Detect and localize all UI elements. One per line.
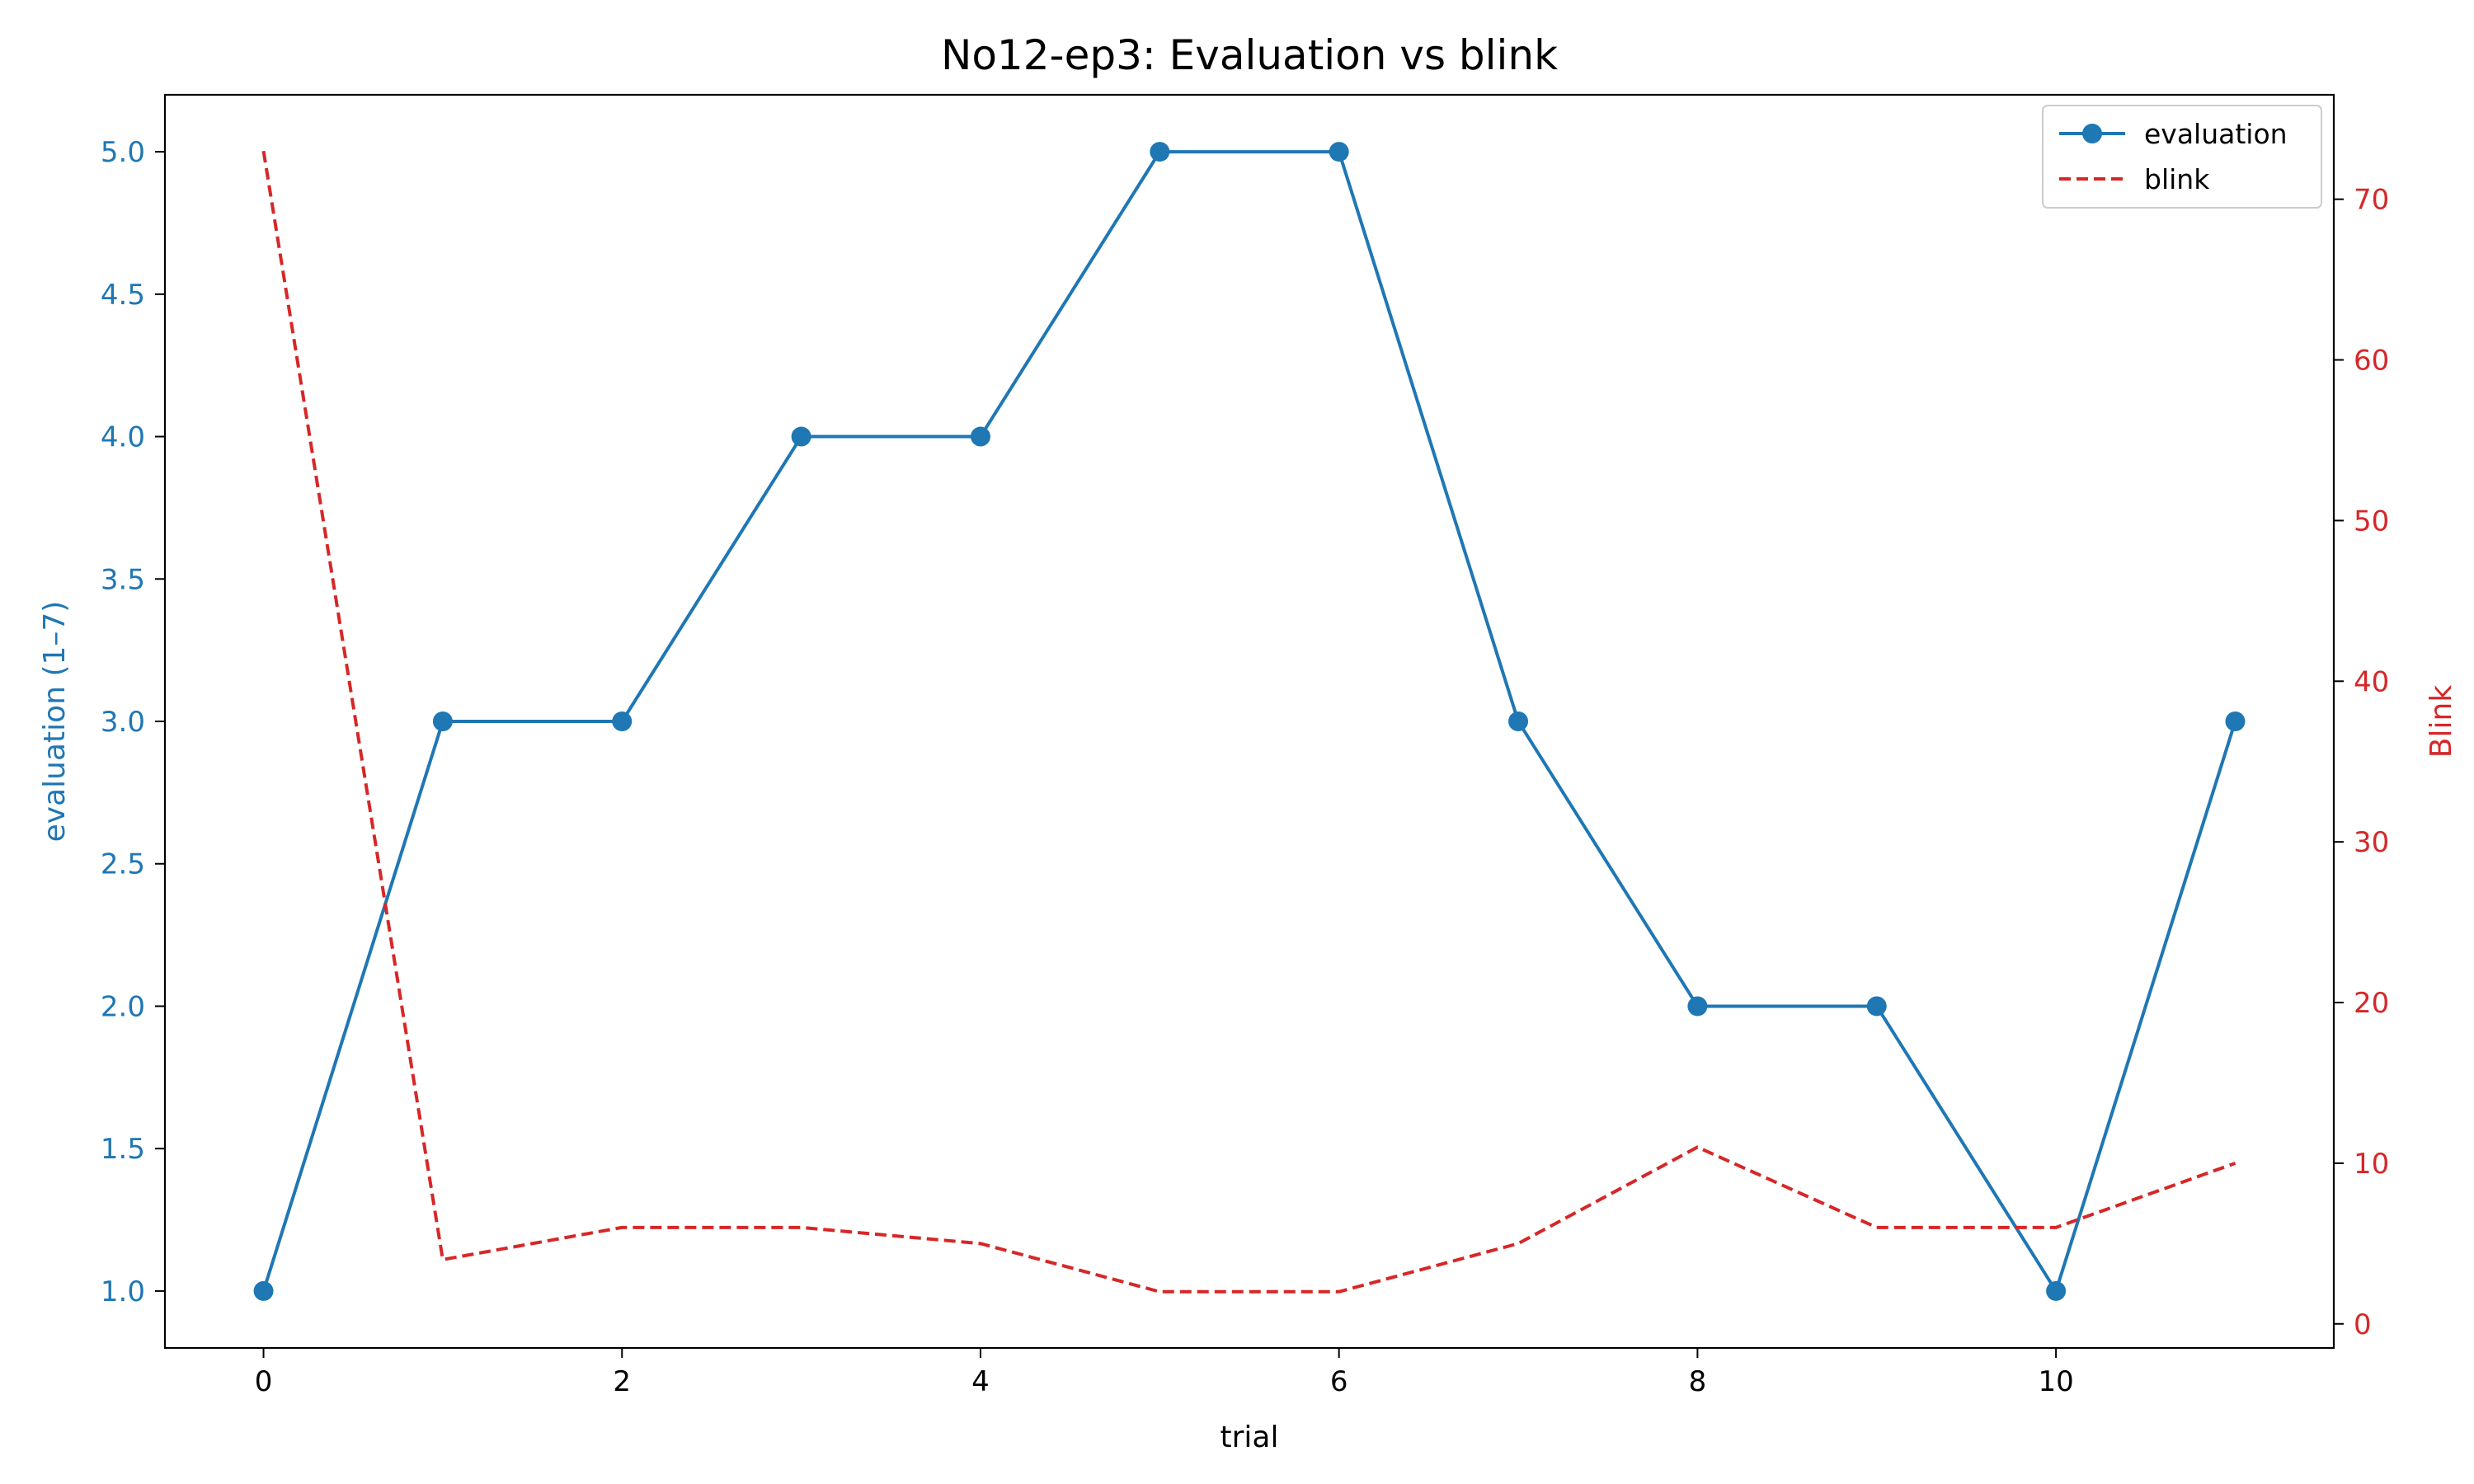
legend-box (2042, 105, 2322, 209)
data-point-evaluation (612, 711, 633, 731)
data-point-evaluation (1150, 142, 1170, 162)
series-line-blink (261, 150, 2236, 1294)
legend-marker-evaluation (2082, 124, 2102, 143)
data-point-evaluation (1866, 996, 1887, 1017)
y-left-tick-label: 1.0 (101, 1275, 145, 1308)
x-tick-label: 8 (1689, 1365, 1707, 1398)
data-point-evaluation (970, 426, 990, 447)
data-point-evaluation (253, 1280, 274, 1301)
y-left-tick-label: 3.0 (101, 706, 145, 739)
y-right-tick-label: 50 (2354, 505, 2389, 538)
data-point-evaluation (1687, 996, 1708, 1017)
x-tick-label: 4 (971, 1365, 990, 1398)
chart-title: No12-ep3: Evaluation vs blink (941, 31, 1558, 79)
y-right-tick-label: 10 (2354, 1148, 2389, 1181)
x-tick-label: 0 (255, 1365, 273, 1398)
legend: evaluation blink (2042, 105, 2322, 209)
y-left-tick-label: 3.5 (101, 563, 145, 596)
y-right-tick-label: 20 (2354, 987, 2389, 1020)
y-right-tick-label: 60 (2354, 345, 2389, 378)
data-point-evaluation (2225, 711, 2246, 731)
x-tick-label: 6 (1330, 1365, 1348, 1398)
legend-label-evaluation: evaluation (2144, 118, 2288, 150)
y-left-tick-label: 4.5 (101, 279, 145, 312)
x-tick-label: 10 (2038, 1365, 2073, 1398)
y-axis-left-label: evaluation (1–7) (38, 601, 72, 843)
data-point-evaluation (791, 426, 811, 447)
y-right-tick-label: 40 (2354, 665, 2389, 698)
y-right-tick-label: 70 (2354, 184, 2389, 217)
data-point-evaluation (1329, 142, 1349, 162)
x-tick-label: 2 (613, 1365, 631, 1398)
x-axis-label: trial (1221, 1421, 1279, 1454)
data-point-evaluation (432, 711, 453, 731)
y-left-tick-label: 2.5 (101, 848, 145, 881)
y-axis-right-label: Blink (2425, 685, 2458, 758)
x-axis: 0 2 4 6 8 10 (255, 1348, 2074, 1398)
y-axis-left: 1.0 1.5 2.0 2.5 3.0 3.5 4.0 4.5 5.0 (101, 136, 165, 1308)
y-left-tick-label: 5.0 (101, 136, 145, 169)
y-left-tick-label: 1.5 (101, 1133, 145, 1166)
y-axis-right: 0 10 20 30 40 50 60 70 (2334, 184, 2389, 1341)
legend-label-blink: blink (2144, 163, 2210, 195)
y-left-tick-label: 2.0 (101, 990, 145, 1023)
data-point-evaluation (2046, 1280, 2067, 1301)
y-right-tick-label: 0 (2354, 1308, 2372, 1341)
data-point-evaluation (1508, 711, 1529, 731)
y-right-tick-label: 30 (2354, 826, 2389, 859)
series-line-evaluation (261, 150, 2237, 1293)
series-layer (253, 142, 2246, 1301)
y-left-tick-label: 4.0 (101, 421, 145, 454)
